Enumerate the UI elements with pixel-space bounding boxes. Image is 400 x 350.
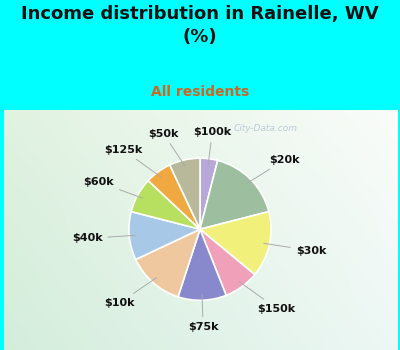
Text: $30k: $30k xyxy=(264,243,326,255)
Wedge shape xyxy=(136,229,200,297)
Wedge shape xyxy=(200,160,269,229)
Text: $75k: $75k xyxy=(188,295,218,332)
Wedge shape xyxy=(131,181,200,229)
Text: $100k: $100k xyxy=(193,127,231,164)
Text: $10k: $10k xyxy=(105,278,156,308)
Wedge shape xyxy=(200,158,218,229)
Text: $125k: $125k xyxy=(104,145,161,177)
Wedge shape xyxy=(200,229,255,295)
Text: Income distribution in Rainelle, WV
(%): Income distribution in Rainelle, WV (%) xyxy=(21,5,379,46)
Wedge shape xyxy=(200,212,271,274)
Wedge shape xyxy=(178,229,226,300)
Text: $60k: $60k xyxy=(84,177,142,198)
Text: All residents: All residents xyxy=(151,85,249,99)
Text: City-Data.com: City-Data.com xyxy=(234,124,298,133)
Text: $20k: $20k xyxy=(246,155,300,183)
Wedge shape xyxy=(148,165,200,229)
Text: $150k: $150k xyxy=(239,281,296,314)
Text: $50k: $50k xyxy=(148,128,185,166)
Text: $40k: $40k xyxy=(72,233,135,244)
Wedge shape xyxy=(170,158,200,229)
Wedge shape xyxy=(129,212,200,259)
